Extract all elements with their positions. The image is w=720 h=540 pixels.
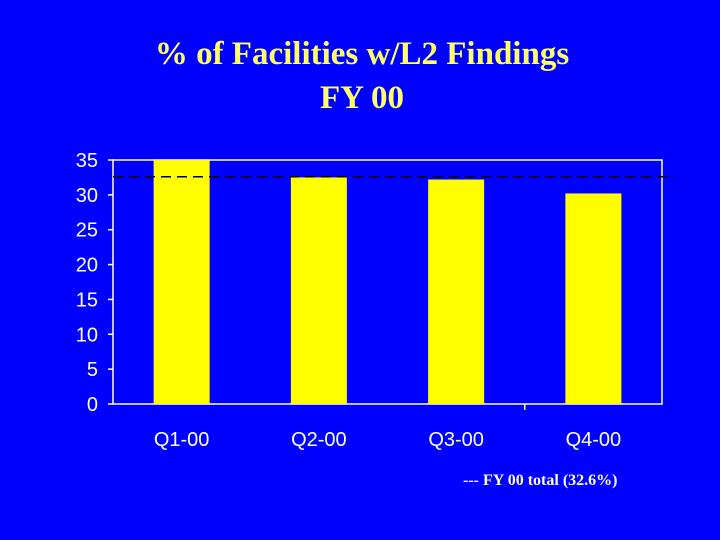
chart-title: % of Facilities w/L2 Findings — [154, 36, 570, 72]
x-axis: Q1-00 Q2-00 Q3-00 Q4-00 — [154, 404, 621, 451]
y-tick-label: 30 — [76, 185, 98, 207]
y-tick-label: 5 — [87, 359, 98, 381]
x-tick-label: Q4-00 — [566, 429, 622, 451]
plot-area — [112, 159, 663, 405]
bars-group — [153, 160, 622, 404]
reference-line-legend: --- FY 00 total (32.6%) — [463, 472, 618, 489]
y-tick-label: 20 — [76, 255, 98, 277]
y-tick-label: 0 — [87, 394, 98, 416]
x-tick-label: Q1-00 — [154, 429, 210, 451]
bar-Q1-00 — [153, 160, 210, 404]
bar-Q3-00 — [428, 179, 485, 404]
y-tick-label: 25 — [76, 220, 98, 242]
chart-subtitle: FY 00 — [319, 80, 404, 116]
x-tick-label: Q3-00 — [428, 429, 484, 451]
plot-border — [112, 159, 663, 405]
y-tick-label: 35 — [76, 150, 98, 172]
y-tick-label: 15 — [76, 289, 98, 311]
bar-Q4-00 — [565, 193, 622, 404]
y-axis: 0 5 10 15 20 25 30 35 — [76, 150, 113, 416]
bar-Q2-00 — [290, 177, 347, 404]
x-tick-label: Q2-00 — [291, 429, 347, 451]
y-tick-label: 10 — [76, 324, 98, 346]
